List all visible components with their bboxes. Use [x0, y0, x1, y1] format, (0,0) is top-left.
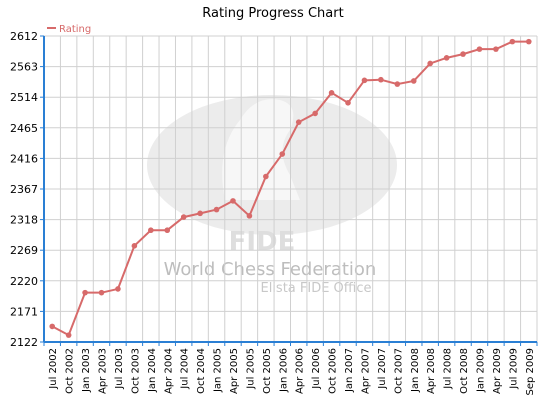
rating-point	[82, 289, 88, 296]
rating-point	[65, 332, 72, 338]
watermark-subtitle: Elista FIDE Office	[260, 281, 371, 296]
x-tick-label: Jan 2007	[344, 348, 355, 393]
x-tick-label: Apr 2007	[360, 348, 371, 394]
x-tick-label: Jul 2009	[508, 348, 519, 390]
rating-point	[230, 198, 236, 204]
rating-point	[246, 213, 253, 219]
x-tick-label: Jan 2009	[475, 348, 486, 393]
rating-point	[148, 227, 154, 234]
rating-point	[410, 78, 417, 84]
rating-point	[131, 243, 138, 249]
rating-point	[378, 76, 384, 83]
rating-point	[345, 100, 351, 106]
x-tick-label: Oct 2004	[196, 348, 207, 394]
x-tick-label: Sep 2009	[525, 348, 536, 395]
rating-point	[115, 286, 121, 292]
x-tick-label: Oct 2002	[65, 348, 76, 394]
y-tick-label: 2612	[10, 30, 38, 43]
x-tick-label: Jan 2006	[278, 348, 289, 393]
rating-point	[476, 46, 483, 52]
rating-point	[460, 51, 466, 57]
x-tick-labels: Jul 2002 Oct 2002 Jan 2003 Apr 2003 Jul 2003…	[48, 348, 536, 395]
rating-point	[295, 119, 302, 125]
rating-point	[312, 110, 318, 117]
watermark-logo-text: FIDE	[229, 227, 296, 257]
y-tick-label: 2318	[10, 214, 38, 227]
rating-point	[427, 60, 433, 67]
rating-point	[394, 81, 401, 87]
rating-point	[443, 55, 450, 61]
x-tick-label: Jan 2003	[81, 348, 92, 393]
rating-point	[98, 289, 105, 296]
grid-lines	[43, 35, 538, 343]
x-tick-label: Jul 2004	[180, 348, 191, 390]
series-rating	[49, 38, 532, 338]
rating-line	[51, 40, 529, 337]
rating-point	[180, 214, 187, 220]
x-tick-label: Jan 2005	[213, 348, 224, 393]
x-tick-label: Jul 2003	[114, 348, 125, 390]
x-tick-label: Jul 2007	[377, 348, 388, 390]
x-tick-label: Jan 2004	[147, 348, 158, 393]
rating-point	[49, 323, 56, 330]
x-tick-label: Oct 2005	[262, 348, 273, 394]
y-tick-label: 2171	[10, 305, 38, 318]
x-tick-label: Apr 2006	[295, 348, 306, 394]
x-tick-label: Apr 2005	[229, 348, 240, 394]
x-tick-label: Jul 2002	[48, 348, 59, 390]
y-tick-label: 2122	[10, 336, 38, 349]
x-tick-label: Oct 2003	[130, 348, 141, 394]
x-tick-label: Oct 2008	[459, 348, 470, 394]
x-tick-label: Jul 2006	[311, 348, 322, 390]
y-tick-label: 2514	[10, 91, 38, 104]
rating-point	[509, 38, 516, 45]
y-tick-label: 2416	[10, 152, 38, 165]
rating-point	[164, 227, 171, 234]
rating-point	[263, 173, 269, 180]
chart-axes	[40, 35, 538, 346]
legend-entry: Rating	[59, 24, 91, 35]
fide-watermark: FIDE World Chess Federation Elista FIDE …	[147, 95, 397, 296]
rating-point	[279, 151, 286, 157]
y-tick-label: 2367	[10, 183, 38, 196]
x-tick-label: Apr 2008	[426, 348, 437, 394]
x-tick-label: Jul 2005	[245, 348, 256, 390]
x-tick-label: Jan 2008	[410, 348, 421, 393]
x-tick-label: Jul 2008	[443, 348, 454, 390]
y-tick-label: 2269	[10, 244, 38, 257]
rating-point	[328, 90, 335, 96]
chart-title: Rating Progress Chart	[202, 6, 343, 21]
x-tick-label: Oct 2007	[393, 348, 404, 394]
y-tick-labels: 2122 2171 2220 2269 2318 2367 2416 2465 2514 2563…	[10, 30, 38, 349]
y-tick-label: 2220	[10, 275, 38, 288]
chart-legend: Rating	[47, 24, 91, 35]
rating-point	[213, 206, 220, 213]
x-tick-label: Apr 2004	[163, 348, 174, 394]
watermark-title: World Chess Federation	[164, 259, 377, 280]
x-tick-label: Oct 2006	[328, 348, 339, 394]
x-tick-label: Apr 2003	[98, 348, 109, 394]
rating-point	[197, 210, 203, 217]
y-tick-label: 2465	[10, 122, 38, 135]
rating-point	[525, 38, 532, 45]
rating-point	[493, 46, 499, 52]
y-tick-label: 2563	[10, 61, 38, 74]
rating-point	[361, 77, 368, 84]
x-tick-label: Apr 2009	[492, 348, 503, 394]
